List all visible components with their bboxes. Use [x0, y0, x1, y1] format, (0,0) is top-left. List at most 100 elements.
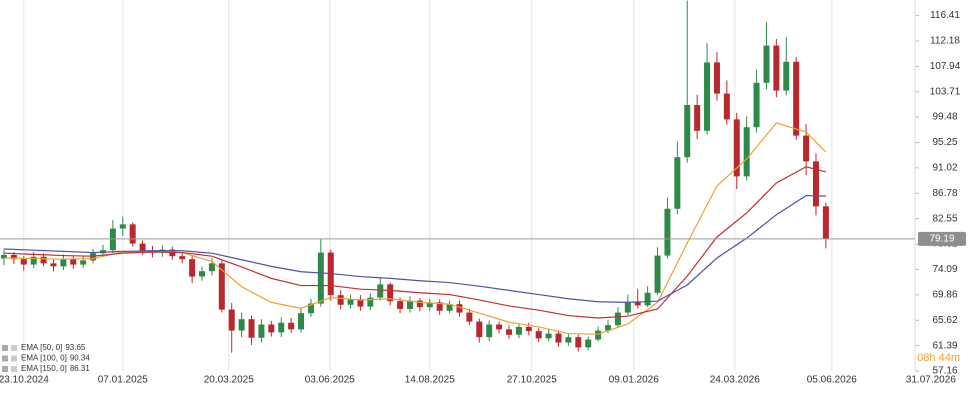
- candle-body: [496, 324, 503, 330]
- candle-body: [575, 337, 582, 348]
- candle-body: [822, 206, 829, 239]
- y-tick-label: 61.39: [932, 340, 957, 351]
- candle-body: [70, 259, 77, 265]
- candle-body: [406, 300, 413, 309]
- candle-body: [812, 161, 819, 207]
- candle-body: [704, 62, 711, 131]
- candle-body: [20, 259, 27, 265]
- y-tick-label: 69.86: [932, 289, 957, 300]
- x-tick-label: 23.10.2024: [0, 375, 49, 386]
- y-tick-label: 82.55: [932, 213, 957, 224]
- candle-body: [377, 284, 384, 298]
- candle-body: [80, 260, 87, 265]
- candle-body: [228, 309, 235, 331]
- legend-entry: EMA [150, 0] 86.31: [21, 364, 90, 373]
- candle-body: [595, 330, 602, 340]
- y-tick-label: 86.78: [932, 188, 957, 199]
- candle-body: [684, 104, 691, 158]
- y-tick-label: 112.18: [930, 36, 960, 47]
- candle-body: [129, 224, 136, 244]
- candle-body: [218, 263, 225, 310]
- candle-body: [30, 256, 37, 265]
- candle-body: [337, 295, 344, 305]
- x-tick-label: 20.03.2025: [204, 375, 254, 386]
- candle-body: [446, 304, 453, 311]
- candle-body: [605, 325, 612, 331]
- candle-body: [664, 208, 671, 256]
- candle-body: [416, 300, 423, 308]
- candle-body: [505, 329, 512, 335]
- x-tick-label: 14.08.2025: [405, 375, 455, 386]
- candle-body: [139, 243, 146, 251]
- legend-value: 90.34: [70, 354, 91, 363]
- candle-body: [753, 82, 760, 128]
- candle-body: [466, 312, 473, 322]
- candle-body: [733, 119, 740, 177]
- candle-body: [208, 263, 215, 272]
- y-tick-label: 74.09: [932, 264, 957, 275]
- y-tick-label: 91.02: [932, 163, 957, 174]
- candle-body: [763, 45, 770, 83]
- last-price-box: [918, 231, 966, 246]
- last-price-label: 79.19: [929, 233, 954, 244]
- legend-entry: EMA [50, 0] 93.65: [21, 343, 86, 352]
- legend-icon: [11, 355, 17, 362]
- legend-icon: [11, 345, 17, 351]
- candle-body: [426, 302, 433, 308]
- legend-icon: [2, 355, 8, 362]
- candle-body: [456, 304, 463, 313]
- candle-body: [307, 303, 314, 314]
- candle-body: [238, 319, 245, 331]
- candle-body: [515, 326, 522, 335]
- candle-body: [585, 339, 592, 348]
- candle-body: [109, 228, 116, 251]
- plot-area: [0, 0, 833, 371]
- legend-value: 86.31: [70, 364, 91, 373]
- candle-body: [0, 254, 7, 259]
- y-tick-label: 95.25: [932, 137, 957, 148]
- candle-body: [783, 61, 790, 91]
- x-tick-label: 03.06.2025: [305, 375, 355, 386]
- candle-body: [674, 157, 681, 209]
- candle-body: [654, 255, 661, 293]
- candle-body: [624, 301, 631, 313]
- candle-body: [634, 301, 641, 306]
- x-tick-label: 27.10.2025: [507, 375, 557, 386]
- y-tick-label: 65.62: [932, 315, 957, 326]
- candle-body: [545, 333, 552, 339]
- x-tick-label: 24.03.2026: [710, 375, 760, 386]
- y-tick-label: 103.71: [930, 86, 961, 97]
- legend-icon: [2, 366, 8, 372]
- candle-body: [179, 256, 186, 260]
- candle-body: [199, 271, 206, 277]
- countdown: 08h 44m: [917, 352, 960, 364]
- candle-body: [50, 263, 57, 267]
- candle-body: [347, 299, 354, 305]
- candle-body: [694, 104, 701, 131]
- candle-body: [298, 313, 305, 330]
- legend-name: EMA [100, 0]: [21, 354, 67, 363]
- candle-body: [367, 297, 374, 307]
- candle-body: [189, 259, 196, 277]
- y-tick-label: 57.16: [932, 366, 957, 377]
- x-tick-label: 05.06.2026: [807, 375, 857, 386]
- ema-line: [3, 166, 827, 319]
- candle-body: [357, 299, 364, 307]
- legend-icon: [2, 345, 8, 351]
- legend-name: EMA [50, 0]: [21, 343, 62, 352]
- legend-icon: [11, 366, 17, 372]
- candle-body: [278, 322, 285, 333]
- candle-body: [565, 337, 572, 343]
- candle-body: [476, 321, 483, 338]
- x-tick-label: 31.07.2026: [906, 375, 956, 386]
- y-tick-label: 107.94: [930, 61, 961, 72]
- candle-body: [713, 62, 720, 94]
- candle-body: [387, 284, 394, 302]
- ema-line: [3, 194, 826, 303]
- candle-body: [743, 127, 750, 177]
- candle-body: [119, 224, 126, 229]
- candle-body: [486, 324, 493, 338]
- candle-body: [614, 312, 621, 326]
- candle-body: [40, 256, 47, 264]
